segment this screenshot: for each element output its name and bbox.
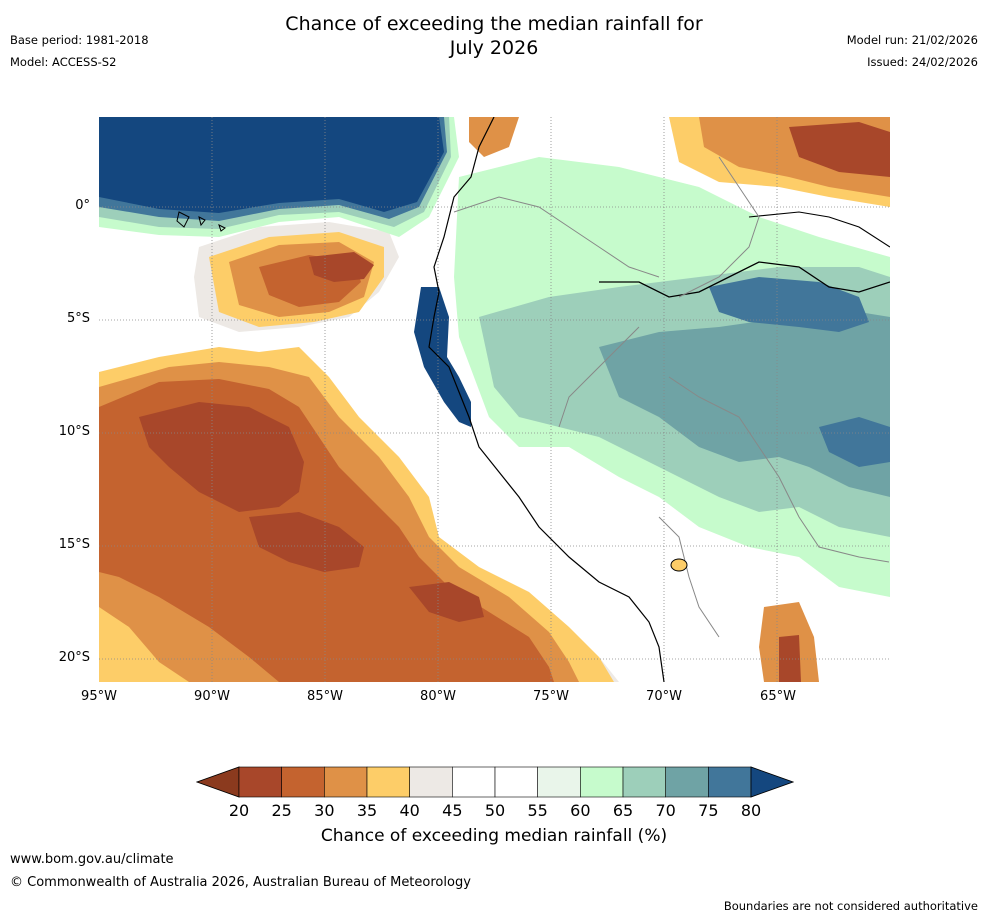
graticule	[99, 117, 890, 682]
region-75-land	[599, 312, 890, 497]
lon-label-80w: 80°W	[420, 689, 456, 704]
lake-titicaca	[670, 558, 688, 572]
colorbar-tick-label: 55	[527, 801, 548, 820]
colorbar-box	[324, 766, 368, 798]
coastline	[428, 117, 665, 682]
colorbar-tick-label: 80	[740, 801, 762, 820]
meta-left: Base period: 1981-2018 Model: ACCESS-S2	[10, 29, 149, 73]
lat-label-10s: 10°S	[58, 424, 90, 439]
colorbar-box	[452, 766, 496, 798]
lon-label-90w: 90°W	[194, 689, 230, 704]
colorbar-tick-label: 60	[570, 801, 591, 820]
colorbar-box	[537, 766, 581, 798]
colorbar-below-arrow	[196, 766, 240, 798]
map-title: Chance of exceeding the median rainfall …	[0, 12, 988, 60]
bom-url: www.bom.gov.au/climate	[10, 852, 174, 867]
colorbar-box	[409, 766, 453, 798]
galapagos-islands	[176, 211, 226, 232]
lon-label-70w: 70°W	[646, 689, 682, 704]
colorbar-tick-label: 75	[698, 801, 719, 820]
colorbar-box	[580, 766, 624, 798]
title-line-2: July 2026	[449, 37, 539, 59]
amazon-river	[599, 261, 890, 298]
northern-river	[748, 211, 890, 248]
lat-label-20s: 20°S	[58, 650, 90, 665]
colorbar-box	[665, 766, 709, 798]
colorbar-tick-label: 65	[612, 801, 634, 820]
region-20-north	[309, 252, 374, 282]
title-line-1: Chance of exceeding the median rainfall …	[285, 13, 703, 35]
region-80-northwest	[99, 117, 444, 213]
region-20-northeast	[789, 122, 890, 177]
region-80-land	[709, 277, 869, 332]
colorbar-tick-label: 40	[399, 801, 420, 820]
disclaimer: Boundaries are not considered authoritat…	[723, 899, 978, 913]
lat-label-0: 0°	[75, 198, 90, 213]
copyright: © Commonwealth of Australia 2026, Austra…	[10, 875, 471, 890]
base-period: Base period: 1981-2018	[10, 33, 149, 47]
colorbar-tick-label: 45	[442, 801, 463, 820]
issued-date: Issued: 24/02/2026	[867, 55, 978, 69]
region-30-colombia-coast	[469, 117, 519, 157]
colorbar-tick-label: 20	[228, 801, 250, 820]
colorbar-box	[708, 766, 752, 798]
lat-label-15s: 15°S	[58, 537, 90, 552]
lon-label-95w: 95°W	[81, 689, 117, 704]
colorbar-box	[366, 766, 410, 798]
region-20-pacific-2	[249, 512, 364, 572]
region-20-pacific	[139, 402, 304, 512]
colorbar-tick-label: 70	[655, 801, 676, 820]
colorbar-boxes	[238, 766, 752, 798]
model-run: Model run: 21/02/2026	[846, 33, 978, 47]
region-80-coast	[414, 287, 471, 427]
lon-label-65w: 65°W	[760, 689, 796, 704]
colorbar	[196, 766, 794, 798]
colorbar-box	[281, 766, 325, 798]
lat-label-5s: 5°S	[66, 311, 90, 326]
colorbar-box	[494, 766, 538, 798]
colorbar-tick-label: 35	[356, 801, 378, 820]
region-20-southeast	[779, 635, 801, 682]
colorbar-box	[622, 766, 666, 798]
colorbar-above-arrow	[750, 766, 794, 798]
colorbar-tick-label: 50	[484, 801, 506, 820]
region-20-pacific-3	[409, 582, 484, 622]
model-name: Model: ACCESS-S2	[10, 55, 117, 69]
lon-label-85w: 85°W	[307, 689, 343, 704]
country-borders	[453, 156, 890, 638]
colorbar-box	[238, 766, 282, 798]
region-80-land-2	[819, 417, 890, 467]
meta-right: Model run: 21/02/2026 Issued: 24/02/2026	[847, 29, 978, 73]
colorbar-tick-label: 30	[314, 801, 335, 820]
rainfall-map	[99, 117, 890, 682]
colorbar-tick-label: 25	[271, 801, 292, 820]
colorbar-title: Chance of exceeding median rainfall (%)	[320, 826, 668, 846]
lon-label-75w: 75°W	[533, 689, 569, 704]
